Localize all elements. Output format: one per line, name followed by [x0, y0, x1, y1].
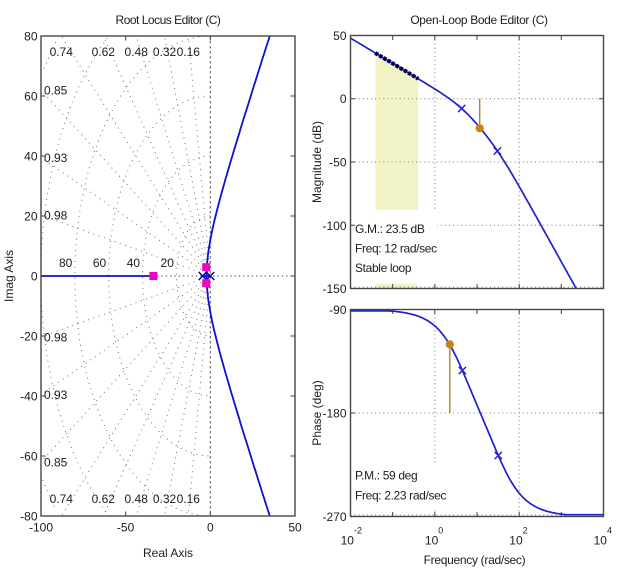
- svg-text:-50: -50: [329, 156, 347, 170]
- svg-text:0.93: 0.93: [44, 151, 68, 165]
- svg-text:0.74: 0.74: [50, 492, 74, 506]
- svg-text:Imag Axis: Imag Axis: [2, 250, 16, 302]
- svg-text:-90: -90: [329, 303, 347, 317]
- svg-text:20: 20: [161, 256, 175, 270]
- svg-text:0.48: 0.48: [125, 45, 149, 59]
- svg-text:P.M.: 59 deg: P.M.: 59 deg: [355, 469, 417, 483]
- svg-text:0.98: 0.98: [44, 330, 68, 344]
- svg-text:G.M.: 23.5 dB: G.M.: 23.5 dB: [355, 222, 425, 236]
- svg-text:-20: -20: [20, 330, 38, 344]
- svg-text:-100: -100: [322, 219, 346, 233]
- svg-text:-100: -100: [29, 521, 53, 535]
- svg-text:60: 60: [93, 256, 107, 270]
- svg-text:0: 0: [31, 270, 38, 284]
- svg-text:-180: -180: [322, 407, 346, 421]
- svg-text:50: 50: [288, 521, 302, 535]
- svg-text:-50: -50: [117, 521, 135, 535]
- svg-text:20: 20: [24, 210, 38, 224]
- svg-text:0: 0: [340, 92, 347, 106]
- svg-text:0.32: 0.32: [153, 492, 177, 506]
- svg-text:0.98: 0.98: [44, 209, 68, 223]
- svg-text:80: 80: [59, 256, 73, 270]
- svg-text:Real Axis: Real Axis: [143, 546, 193, 560]
- svg-text:Freq: 2.23 rad/sec: Freq: 2.23 rad/sec: [355, 489, 446, 503]
- svg-text:0.93: 0.93: [44, 388, 68, 402]
- svg-text:0.74: 0.74: [50, 45, 74, 59]
- svg-text:Phase (deg): Phase (deg): [310, 380, 324, 445]
- svg-text:0: 0: [207, 521, 214, 535]
- svg-text:0.48: 0.48: [125, 492, 149, 506]
- svg-text:Frequency (rad/sec): Frequency (rad/sec): [424, 553, 526, 567]
- svg-text:-270: -270: [322, 510, 346, 524]
- svg-text:60: 60: [24, 90, 38, 104]
- svg-text:0.85: 0.85: [44, 84, 68, 98]
- svg-text:0.16: 0.16: [177, 45, 201, 59]
- svg-text:Freq: 12 rad/sec: Freq: 12 rad/sec: [355, 242, 437, 256]
- svg-text:-80: -80: [20, 510, 38, 524]
- svg-text:Stable loop: Stable loop: [355, 261, 412, 275]
- svg-text:40: 40: [24, 150, 38, 164]
- svg-text:50: 50: [333, 29, 347, 43]
- svg-text:Root Locus Editor (C): Root Locus Editor (C): [116, 13, 221, 27]
- svg-text:80: 80: [24, 30, 38, 44]
- svg-text:0.62: 0.62: [92, 492, 116, 506]
- svg-text:0.85: 0.85: [44, 455, 68, 469]
- svg-text:Magnitude (dB): Magnitude (dB): [310, 121, 324, 203]
- svg-text:0.16: 0.16: [177, 492, 201, 506]
- svg-text:40: 40: [127, 256, 141, 270]
- svg-text:0.32: 0.32: [153, 45, 177, 59]
- svg-text:0.62: 0.62: [92, 45, 116, 59]
- svg-text:-150: -150: [322, 282, 346, 296]
- svg-text:-60: -60: [20, 450, 38, 464]
- svg-text:-40: -40: [20, 390, 38, 404]
- svg-text:Open-Loop Bode Editor (C): Open-Loop Bode Editor (C): [410, 13, 548, 27]
